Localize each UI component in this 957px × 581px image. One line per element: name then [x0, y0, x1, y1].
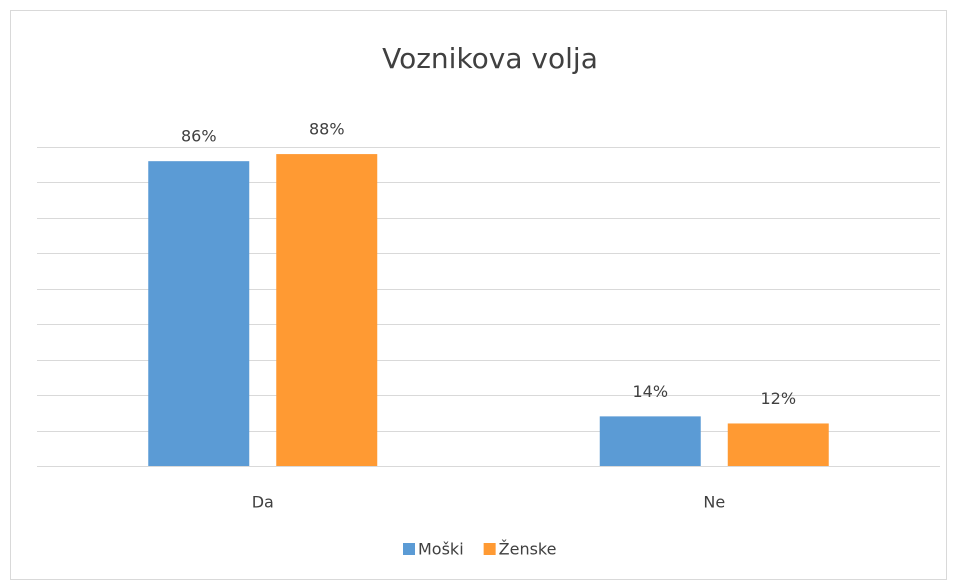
x-tick-label: Ne: [703, 493, 725, 512]
data-label: 88%: [309, 120, 345, 139]
chart-title: Voznikova volja: [382, 42, 598, 75]
legend-label: Ženske: [499, 540, 557, 559]
data-label: 14%: [632, 382, 668, 401]
legend-swatch: [483, 543, 496, 555]
bar: [276, 154, 378, 467]
data-label: 12%: [760, 389, 796, 408]
x-tick-label: Da: [252, 493, 274, 512]
bar: [727, 423, 829, 466]
bar: [148, 161, 250, 466]
legend-label: Moški: [418, 540, 464, 559]
bar: [599, 416, 701, 466]
data-label: 86%: [181, 127, 217, 146]
legend-swatch: [403, 543, 415, 555]
